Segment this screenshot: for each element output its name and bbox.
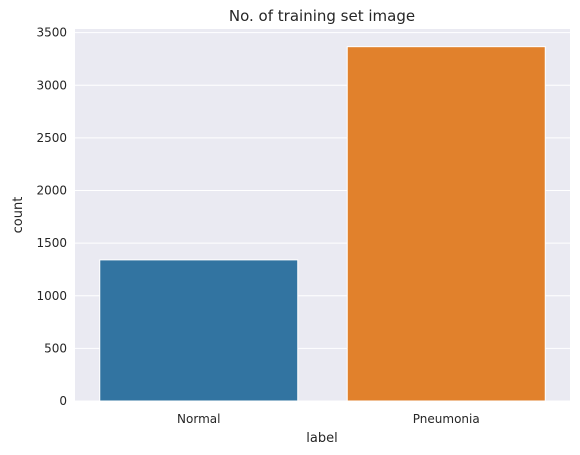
- y-tick-label: 1500: [36, 236, 67, 250]
- y-tick-label: 1000: [36, 289, 67, 303]
- x-tick-labels: Normal Pneumonia: [177, 412, 480, 426]
- bar-normal: [99, 259, 299, 402]
- y-tick-labels: 0 500 1000 1500 2000 2500 3000 3500: [36, 26, 67, 408]
- y-tick-label: 3000: [36, 78, 67, 92]
- x-axis-label: label: [306, 431, 337, 446]
- bar-pneumonia: [346, 46, 546, 402]
- x-tick-label-pneumonia: Pneumonia: [413, 412, 480, 426]
- bars: [99, 46, 546, 402]
- y-tick-label: 500: [44, 341, 67, 355]
- y-tick-label: 0: [59, 394, 67, 408]
- y-tick-label: 2500: [36, 131, 67, 145]
- x-tick-label-normal: Normal: [177, 412, 220, 426]
- y-tick-label: 3500: [36, 26, 67, 40]
- y-tick-label: 2000: [36, 184, 67, 198]
- chart-title: No. of training set image: [229, 7, 415, 25]
- y-axis-label: count: [11, 197, 26, 234]
